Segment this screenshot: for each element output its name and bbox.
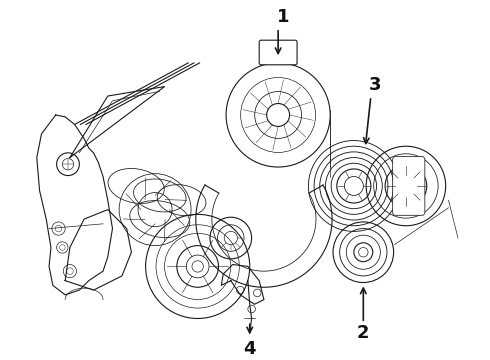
Text: 1: 1 [277,8,289,26]
Text: 2: 2 [357,324,369,342]
Text: 4: 4 [244,340,256,358]
FancyBboxPatch shape [392,157,425,215]
FancyBboxPatch shape [259,40,297,65]
Text: 3: 3 [368,76,381,94]
